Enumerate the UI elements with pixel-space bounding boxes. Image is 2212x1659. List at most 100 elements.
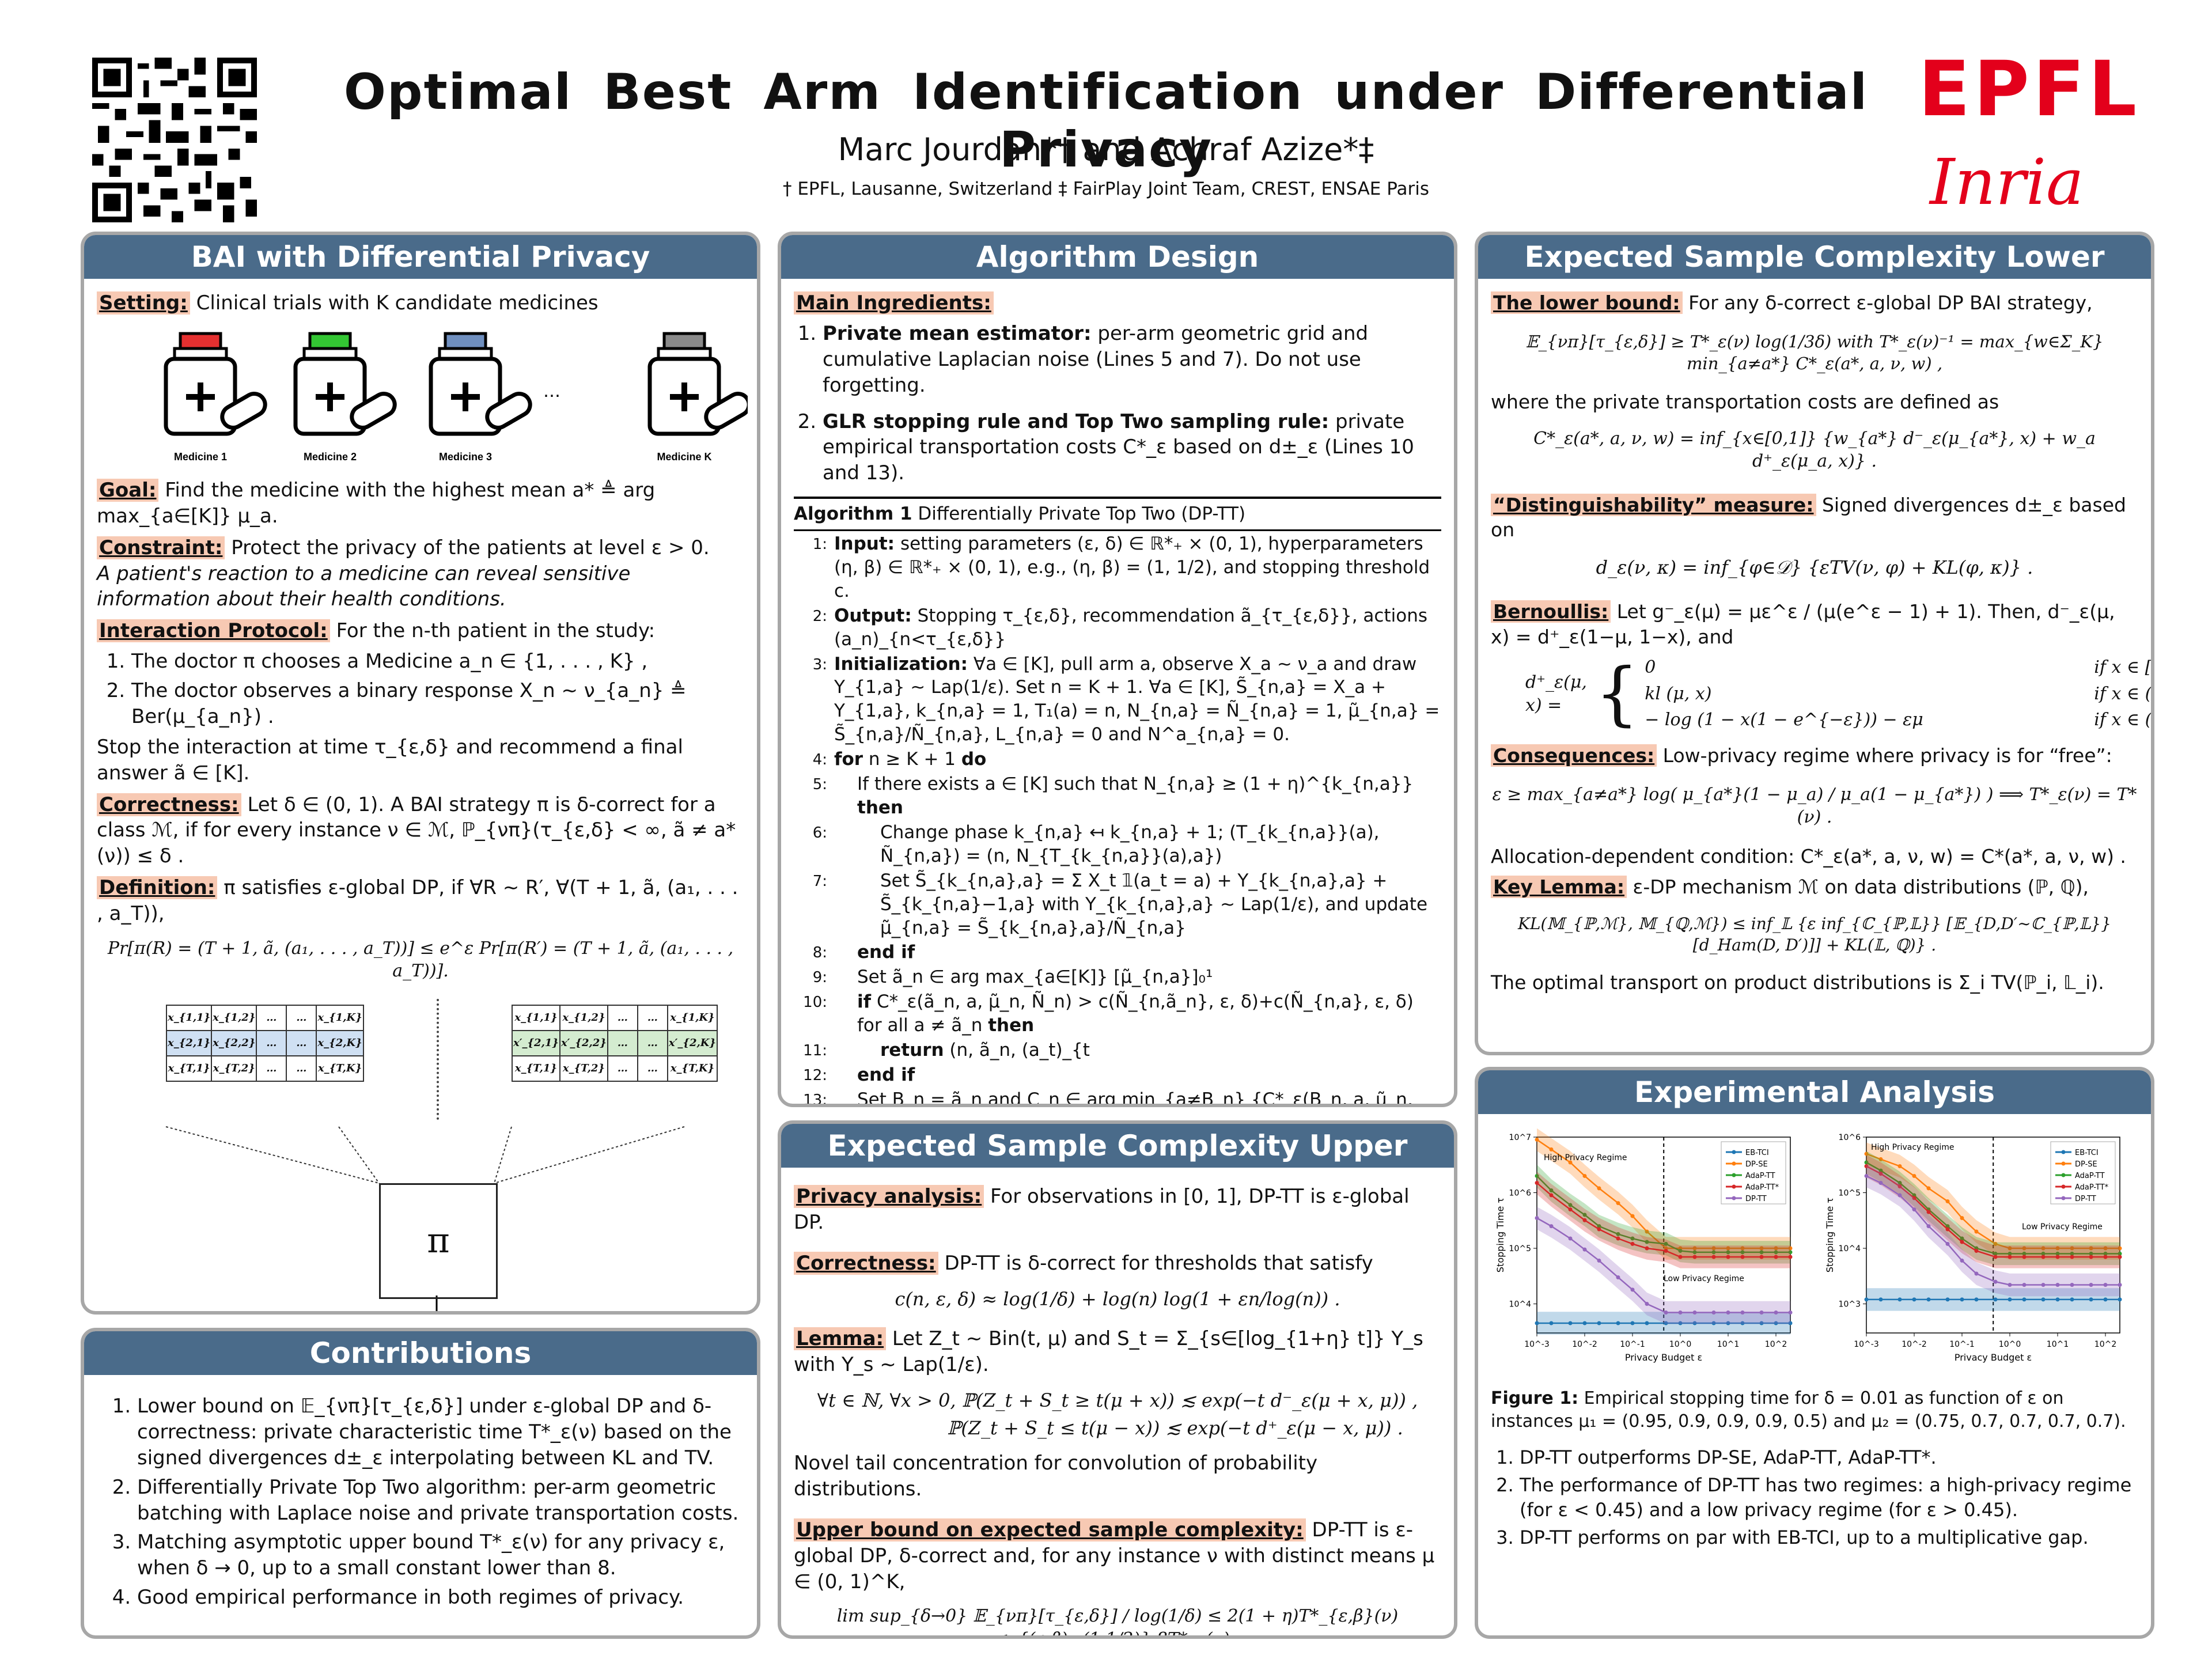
- data-point: [2008, 1282, 2012, 1287]
- data-point: [2008, 1297, 2012, 1302]
- line-number: 4:: [812, 751, 827, 769]
- case-cond: if x ∈ (μ, g⁻_ε(μ)]: [2094, 683, 2152, 704]
- data-cell: …: [256, 1030, 287, 1057]
- contribution-item: Good empirical performance in both regim…: [137, 1585, 744, 1611]
- data-point: [1678, 1321, 1683, 1325]
- data-point: [1582, 1247, 1587, 1252]
- data-point: [1597, 1186, 1601, 1191]
- data-point: [1897, 1181, 1902, 1185]
- data-point: [1740, 1255, 1745, 1259]
- data-point: [1630, 1241, 1635, 1246]
- medicine-bottle-icon: Medicine 3: [429, 332, 532, 463]
- contribution-item: Differentially Private Top Two algorithm…: [137, 1475, 744, 1527]
- line-number: 10:: [803, 994, 827, 1012]
- data-point: [1926, 1224, 1931, 1229]
- data-point: [1597, 1224, 1601, 1229]
- y-tick-label: 10^3: [1839, 1300, 1861, 1309]
- algorithm-line: 9: Set ã_n ∈ arg max_{a∈[K]} [μ̃_{n,a}]₀¹: [794, 965, 1441, 989]
- ingredient-bold: GLR stopping rule and Top Two sampling r…: [823, 410, 1330, 433]
- setting-text: Clinical trials with K candidate medicin…: [190, 291, 599, 315]
- x-tick-label: 10^0: [1999, 1340, 2021, 1349]
- x-tick-label: 10^-1: [1620, 1340, 1645, 1349]
- lemma-label: Lemma:: [794, 1327, 887, 1350]
- line-number: 13:: [803, 1091, 827, 1107]
- data-point: [1692, 1321, 1697, 1325]
- data-point: [1878, 1157, 1883, 1161]
- data-point: [1711, 1310, 1716, 1315]
- data-point: [1549, 1224, 1554, 1229]
- data-point: [1568, 1207, 1573, 1212]
- legend-label: DP-SE: [2075, 1160, 2097, 1169]
- x-tick-label: 10^1: [2047, 1340, 2069, 1349]
- data-point: [2103, 1297, 2108, 1302]
- data-point: [2089, 1255, 2093, 1259]
- data-point: [1664, 1310, 1668, 1315]
- data-point: [1535, 1173, 1539, 1178]
- data-point: [1549, 1321, 1554, 1325]
- medicine-label: Medicine 2: [304, 451, 357, 463]
- data-point: [2055, 1251, 2060, 1256]
- data-cell: x′_{2,K}: [666, 1030, 718, 1057]
- data-point: [1645, 1240, 1649, 1244]
- data-point: [1774, 1310, 1778, 1315]
- data-point: [1692, 1246, 1697, 1251]
- panel-title: Experimental Analysis: [1478, 1070, 2151, 1114]
- diagram-lines: [165, 1126, 685, 1311]
- data-point: [1630, 1236, 1635, 1241]
- line-text: Set ã_n ∈ arg max_{a∈[K]} [μ̃_{n,a}]₀¹: [857, 967, 1213, 988]
- x-tick-label: 10^2: [1765, 1340, 1787, 1349]
- line-number: 5:: [812, 776, 827, 794]
- lower-bound-eq: 𝔼_{νπ}[τ_{ε,δ}] ≥ T*_ε(ν) log(1/3δ) with…: [1525, 331, 2104, 373]
- data-point: [1878, 1181, 1883, 1185]
- data-point: [1535, 1137, 1539, 1142]
- data-point: [1926, 1210, 1931, 1214]
- data-point: [2022, 1251, 2027, 1256]
- data-point: [2041, 1246, 2046, 1251]
- data-point: [1974, 1297, 1979, 1302]
- medicine-bottle-icon: Medicine 2: [293, 332, 397, 463]
- correctness-label: Correctness:: [794, 1251, 938, 1275]
- contribution-item: Lower bound on 𝔼_{νπ}[τ_{ε,δ}] under ε-g…: [137, 1393, 744, 1471]
- data-point: [1568, 1236, 1573, 1241]
- legend-label: DP-TT: [2075, 1195, 2096, 1203]
- data-point: [1864, 1164, 1869, 1168]
- algorithm-box: Algorithm 1 Differentially Private Top T…: [794, 497, 1441, 1107]
- privacy-label: Privacy analysis:: [794, 1185, 984, 1208]
- lemma-text: Let Z_t ∼ Bin(t, μ) and S_t = Σ_{s∈[log_…: [794, 1327, 1423, 1376]
- data-point: [1582, 1213, 1587, 1217]
- data-cell: x_{1,1}: [165, 1005, 213, 1032]
- y-tick-label: 10^4: [1509, 1300, 1532, 1309]
- data-cell: …: [607, 1055, 638, 1082]
- contribution-item: Matching asymptotic upper bound T*_ε(ν) …: [137, 1529, 744, 1581]
- data-point: [1960, 1258, 1964, 1263]
- data-point: [1616, 1321, 1620, 1325]
- data-point: [1897, 1297, 1902, 1302]
- line-number: 9:: [812, 969, 827, 987]
- line-text: Output: Stopping τ_{ε,δ}, recommendation…: [834, 605, 1427, 650]
- line-text: return (n, ã_n, (a_t)_{t: [880, 1040, 1090, 1061]
- correctness-text: Let δ ∈ (0, 1). A BAI strategy π is δ-co…: [97, 793, 736, 868]
- data-point: [1726, 1250, 1730, 1255]
- line-text: Initialization: ∀a ∈ [K], pull arm a, ob…: [834, 653, 1440, 745]
- line-number: 1:: [812, 536, 827, 554]
- key-lemma-eq: KL(𝕄_{ℙ,ℳ}, 𝕄_{ℚ,ℳ}) ≤ inf_𝕃 {ε inf_{ℂ_{…: [1518, 914, 2111, 955]
- data-point: [2070, 1255, 2074, 1259]
- data-point: [1630, 1214, 1635, 1218]
- legend-label: AdaP-TT*: [1745, 1183, 1779, 1192]
- data-point: [1974, 1271, 1979, 1276]
- data-point: [2055, 1297, 2060, 1302]
- constraint-label: Constraint:: [97, 536, 225, 559]
- constraint-text: Protect the privacy of the patients at l…: [225, 536, 710, 559]
- data-point: [1945, 1297, 1950, 1302]
- data-cell: x_{T,K}: [666, 1055, 718, 1082]
- algorithm-line: 6: Change phase k_{n,a} ↤ k_{n,a} + 1; (T…: [794, 821, 1441, 868]
- panel-title: BAI with Differential Privacy: [84, 235, 757, 279]
- data-cell: x′_{2,2}: [559, 1030, 608, 1057]
- data-cell: x_{2,1}: [165, 1030, 213, 1057]
- legend-label: AdaP-TT: [1745, 1172, 1775, 1180]
- x-tick-label: 10^-3: [1524, 1340, 1550, 1349]
- data-point: [1726, 1310, 1730, 1315]
- data-point: [1616, 1201, 1620, 1206]
- data-point: [1864, 1297, 1869, 1302]
- dataset-right: x_{1,1} x_{1,2}…… x_{1,K} x′_{2,1} x′_{2,2}……: [512, 1005, 718, 1082]
